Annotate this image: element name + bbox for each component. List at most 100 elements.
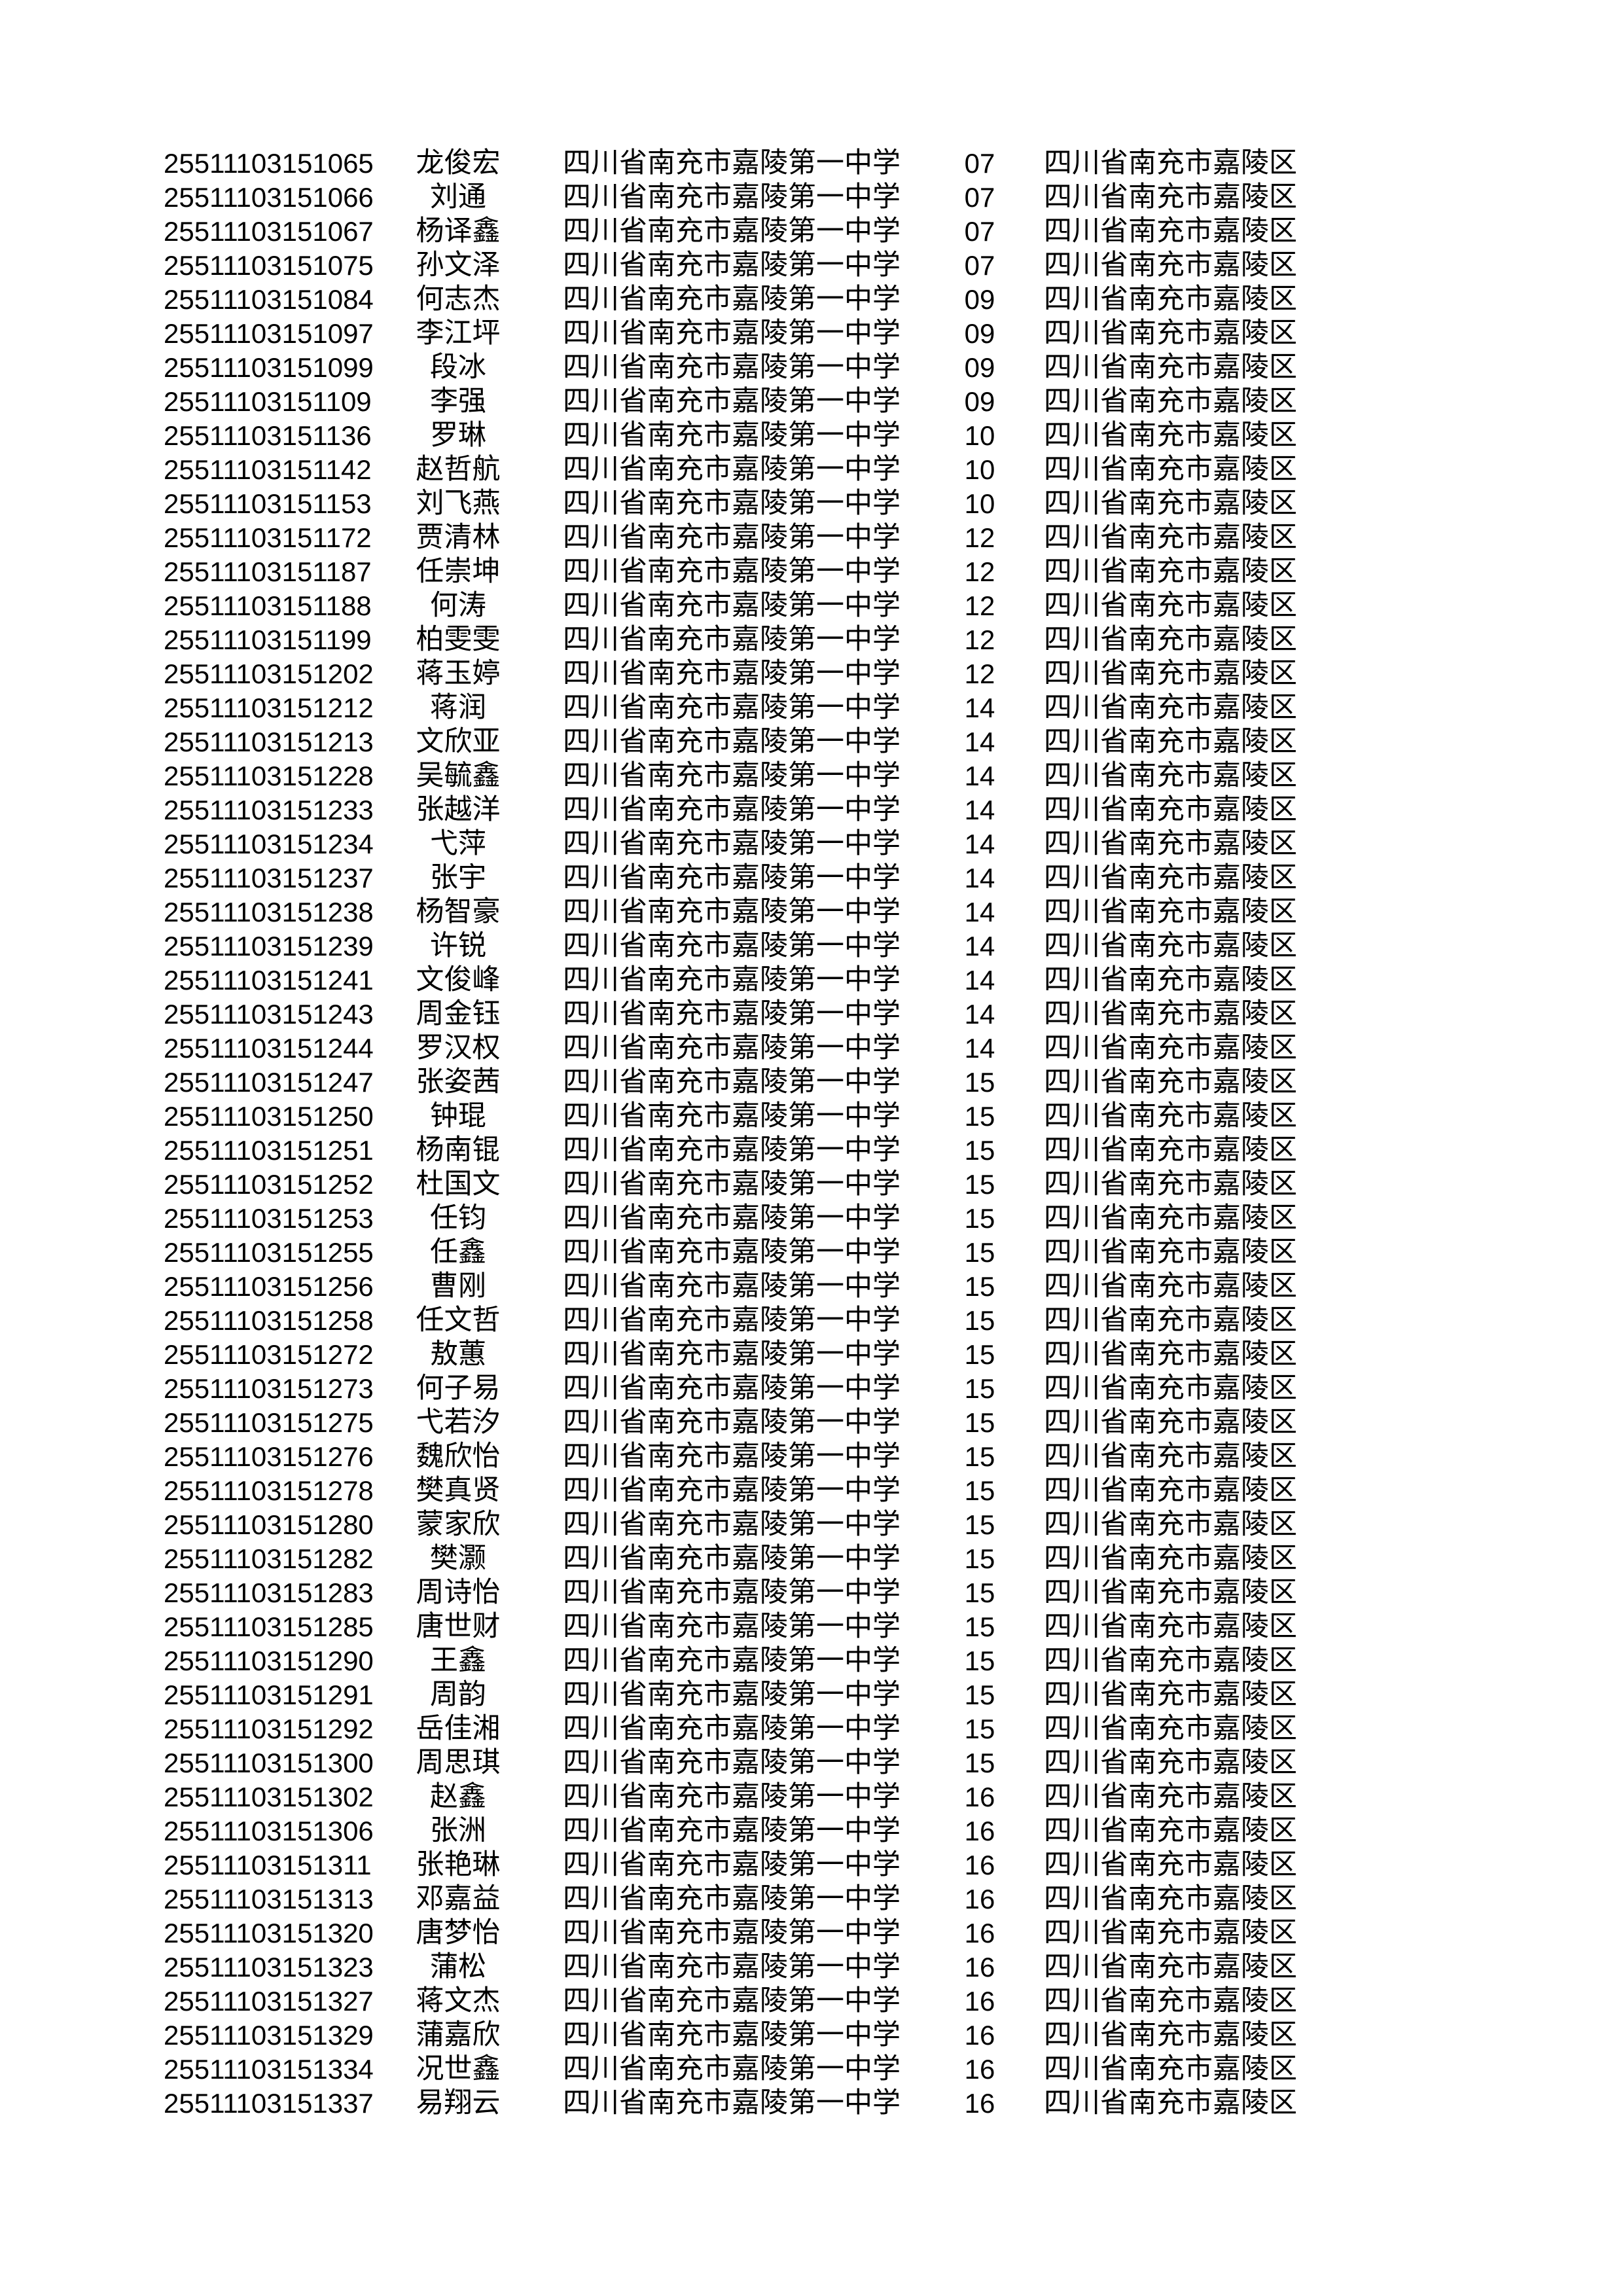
table-row: 25511103151334 况世鑫 四川省南充市嘉陵第一中学 16 四川省南充… [0,2053,1623,2087]
school-cell: 四川省南充市嘉陵第一中学 [563,2054,901,2085]
school-cell: 四川省南充市嘉陵第一中学 [563,284,901,315]
exam-id-cell: 25511103151188 [164,590,372,621]
class-code-cell: 15 [964,1237,995,1268]
student-name-cell: 刘通 [430,182,486,213]
table-row: 25511103151337 易翔云 四川省南充市嘉陵第一中学 16 四川省南充… [0,2087,1623,2121]
exam-id-cell: 25511103151067 [164,216,374,247]
exam-id-cell: 25511103151337 [164,2088,374,2119]
school-cell: 四川省南充市嘉陵第一中学 [563,1543,901,1574]
class-code-cell: 15 [964,1407,995,1438]
class-code-cell: 07 [964,216,995,247]
student-name-cell: 何志杰 [416,284,501,315]
school-cell: 四川省南充市嘉陵第一中学 [563,1033,901,1064]
student-name-cell: 张洲 [430,1816,486,1846]
exam-id-cell: 25511103151213 [164,726,374,757]
exam-id-cell: 25511103151075 [164,250,374,281]
district-cell: 四川省南充市嘉陵区 [1044,863,1297,893]
table-row: 25511103151243 周金钰 四川省南充市嘉陵第一中学 14 四川省南充… [0,997,1623,1031]
exam-id-cell: 25511103151255 [164,1237,374,1268]
student-name-cell: 杨智豪 [416,897,501,927]
table-row: 25511103151228 吴毓鑫 四川省南充市嘉陵第一中学 14 四川省南充… [0,759,1623,793]
school-cell: 四川省南充市嘉陵第一中学 [563,420,901,451]
exam-id-cell: 25511103151253 [164,1203,374,1234]
district-cell: 四川省南充市嘉陵区 [1044,897,1297,927]
district-cell: 四川省南充市嘉陵区 [1044,1339,1297,1370]
exam-id-cell: 25511103151256 [164,1271,374,1302]
class-code-cell: 15 [964,1441,995,1472]
school-cell: 四川省南充市嘉陵第一中学 [563,1748,901,1778]
class-code-cell: 14 [964,1033,995,1064]
table-row: 25511103151199 柏雯雯 四川省南充市嘉陵第一中学 12 四川省南充… [0,623,1623,657]
school-cell: 四川省南充市嘉陵第一中学 [563,1577,901,1608]
class-code-cell: 16 [964,2054,995,2085]
exam-id-cell: 25511103151329 [164,2020,374,2051]
exam-id-cell: 25511103151283 [164,1577,374,1608]
table-row: 25511103151252 杜国文 四川省南充市嘉陵第一中学 15 四川省南充… [0,1168,1623,1202]
exam-id-cell: 25511103151199 [164,624,372,655]
table-row: 25511103151306 张洲 四川省南充市嘉陵第一中学 16 四川省南充市… [0,1814,1623,1848]
class-code-cell: 15 [964,1271,995,1302]
class-code-cell: 14 [964,692,995,723]
table-row: 25511103151075 孙文泽 四川省南充市嘉陵第一中学 07 四川省南充… [0,249,1623,283]
exam-id-cell: 25511103151187 [164,556,372,587]
exam-id-cell: 25511103151238 [164,897,374,927]
student-name-cell: 蒋玉婷 [416,658,501,689]
student-name-cell: 周思琪 [416,1748,501,1778]
district-cell: 四川省南充市嘉陵区 [1044,931,1297,961]
district-cell: 四川省南充市嘉陵区 [1044,1271,1297,1302]
district-cell: 四川省南充市嘉陵区 [1044,1543,1297,1574]
table-row: 25511103151329 蒲嘉欣 四川省南充市嘉陵第一中学 16 四川省南充… [0,2018,1623,2053]
table-row: 25511103151275 弋若汐 四川省南充市嘉陵第一中学 15 四川省南充… [0,1406,1623,1440]
school-cell: 四川省南充市嘉陵第一中学 [563,1679,901,1710]
district-cell: 四川省南充市嘉陵区 [1044,216,1297,247]
table-row: 25511103151255 任鑫 四川省南充市嘉陵第一中学 15 四川省南充市… [0,1236,1623,1270]
exam-id-cell: 25511103151153 [164,488,372,519]
student-name-cell: 岳佳湘 [416,1713,501,1744]
class-code-cell: 14 [964,726,995,757]
table-row: 25511103151258 任文哲 四川省南充市嘉陵第一中学 15 四川省南充… [0,1304,1623,1338]
student-name-cell: 文俊峰 [416,965,501,996]
school-cell: 四川省南充市嘉陵第一中学 [563,1986,901,2017]
class-code-cell: 14 [964,931,995,961]
school-cell: 四川省南充市嘉陵第一中学 [563,658,901,689]
class-code-cell: 15 [964,1169,995,1200]
district-cell: 四川省南充市嘉陵区 [1044,148,1297,179]
table-row: 25511103151172 贾清林 四川省南充市嘉陵第一中学 12 四川省南充… [0,521,1623,555]
class-code-cell: 16 [964,2020,995,2051]
district-cell: 四川省南充市嘉陵区 [1044,352,1297,383]
exam-id-cell: 25511103151228 [164,761,374,791]
table-row: 25511103151313 邓嘉益 四川省南充市嘉陵第一中学 16 四川省南充… [0,1882,1623,1916]
exam-id-cell: 25511103151234 [164,829,374,859]
class-code-cell: 16 [964,1850,995,1880]
exam-id-cell: 25511103151099 [164,352,374,383]
exam-id-cell: 25511103151334 [164,2054,374,2085]
district-cell: 四川省南充市嘉陵区 [1044,1305,1297,1336]
exam-id-cell: 25511103151313 [164,1884,374,1914]
student-name-cell: 曹刚 [430,1271,486,1302]
school-cell: 四川省南充市嘉陵第一中学 [563,250,901,281]
district-cell: 四川省南充市嘉陵区 [1044,1713,1297,1744]
table-row: 25511103151276 魏欣怡 四川省南充市嘉陵第一中学 15 四川省南充… [0,1440,1623,1474]
school-cell: 四川省南充市嘉陵第一中学 [563,1407,901,1438]
table-row: 25511103151213 文欣亚 四川省南充市嘉陵第一中学 14 四川省南充… [0,725,1623,759]
school-cell: 四川省南充市嘉陵第一中学 [563,590,901,621]
class-code-cell: 16 [964,1918,995,1948]
table-row: 25511103151251 杨南锟 四川省南充市嘉陵第一中学 15 四川省南充… [0,1134,1623,1168]
class-code-cell: 10 [964,488,995,519]
exam-id-cell: 25511103151243 [164,999,374,1030]
class-code-cell: 15 [964,1713,995,1744]
school-cell: 四川省南充市嘉陵第一中学 [563,1782,901,1812]
district-cell: 四川省南充市嘉陵区 [1044,999,1297,1030]
exam-id-cell: 25511103151244 [164,1033,374,1064]
school-cell: 四川省南充市嘉陵第一中学 [563,1101,901,1132]
student-name-cell: 杨南锟 [416,1135,501,1166]
exam-id-cell: 25511103151066 [164,182,374,213]
district-cell: 四川省南充市嘉陵区 [1044,284,1297,315]
table-row: 25511103151280 蒙家欣 四川省南充市嘉陵第一中学 15 四川省南充… [0,1508,1623,1542]
school-cell: 四川省南充市嘉陵第一中学 [563,863,901,893]
table-row: 25511103151066 刘通 四川省南充市嘉陵第一中学 07 四川省南充市… [0,181,1623,215]
student-name-cell: 李江坪 [416,318,501,349]
table-row: 25511103151311 张艳琳 四川省南充市嘉陵第一中学 16 四川省南充… [0,1848,1623,1882]
class-code-cell: 07 [964,182,995,213]
